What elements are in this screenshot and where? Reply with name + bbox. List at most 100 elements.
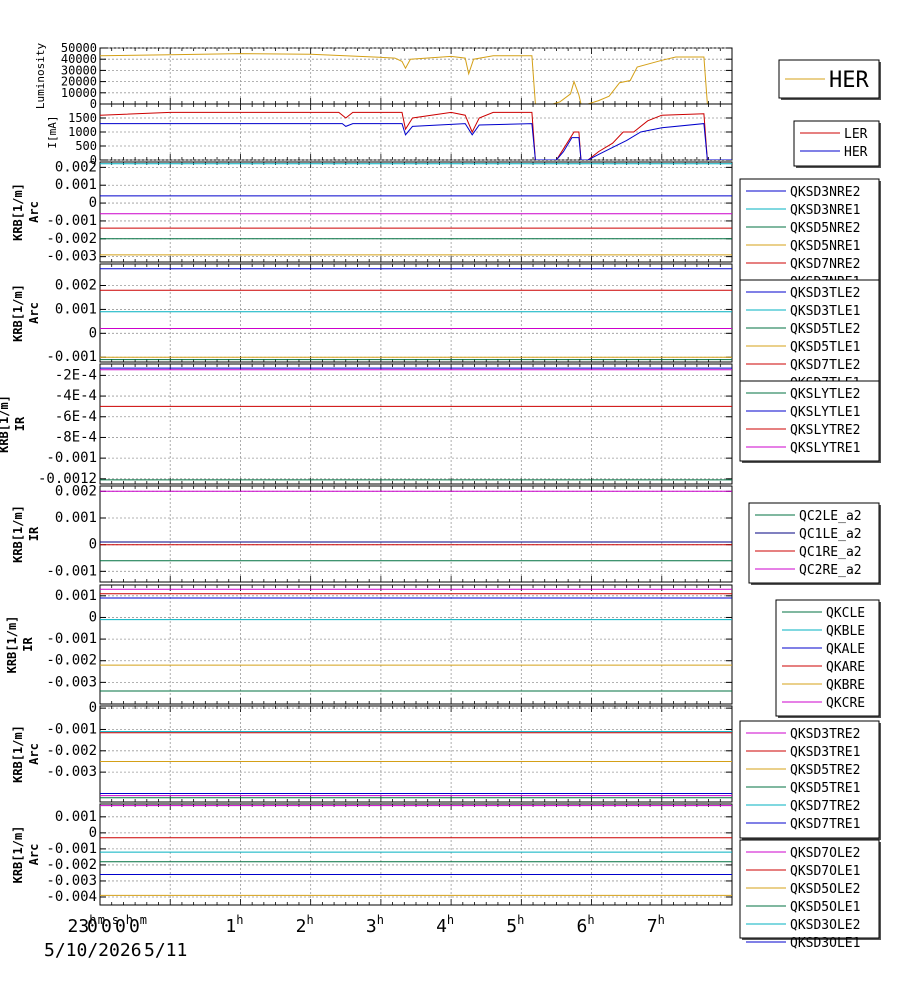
series-line-HER <box>100 123 732 160</box>
legend-label: QKSD3TRE2 <box>790 727 860 742</box>
y-tick-label: -0.0012 <box>38 471 97 487</box>
series-group <box>100 268 732 361</box>
legend-krb4: QC2LE_a2 QC1LE_a2 QC1RE_a2 QC2RE_a2 <box>748 502 881 585</box>
legend-label: QC1LE_a2 <box>799 527 862 542</box>
y-axis-label: KRB[1/m] <box>5 616 19 674</box>
legend-label: QKSD5TLE1 <box>790 340 860 355</box>
x-tick-label: 0s <box>101 913 119 937</box>
y-tick-label: -0.002 <box>46 653 97 669</box>
series-group <box>100 163 732 256</box>
legend-label: QKSLYTRE2 <box>790 423 860 438</box>
legend-label: QKSD7OLE2 <box>790 846 860 861</box>
legend-box <box>739 380 880 462</box>
legend-label: QKSD7TRE2 <box>790 799 860 814</box>
legend-krb1: QKSD3NRE2 QKSD3NRE1 QKSD5NRE2 QKSD5NRE1 QKSD… <box>739 178 881 298</box>
legend-label: QKBLE <box>826 624 865 639</box>
y-tick-label: 1500 <box>68 111 97 125</box>
plot-frame <box>99 263 733 363</box>
y-tick-label: -0.002 <box>46 743 97 759</box>
legend-label: LER <box>844 127 868 142</box>
legend-label: QKSD3TRE1 <box>790 745 860 760</box>
x-tick-label: 5h <box>506 913 524 937</box>
x-tick-label: 1h <box>225 913 243 937</box>
panel-krb1: -0.003 -0.002 -0.001 0 0.001 0.002 KRB[1/m] Arc… <box>11 159 881 298</box>
series-group <box>100 490 732 562</box>
legend-label: QKSD3NRE2 <box>790 185 860 200</box>
y-axis-label: KRB[1/m] <box>11 505 25 563</box>
legend-label: QKSD5NRE2 <box>790 221 860 236</box>
plot-frame <box>99 161 733 263</box>
y-tick-label: -0.004 <box>46 889 97 905</box>
y-tick-label: 0 <box>89 609 97 625</box>
y-tick-label: 0.001 <box>55 301 97 317</box>
y-tick-label: -6E-4 <box>55 409 97 425</box>
y-tick-label: 50000 <box>61 41 97 55</box>
y-axis-label: IR <box>27 526 41 541</box>
legend-label: QKCLE <box>826 606 865 621</box>
y-tick-label: 0 <box>89 325 97 341</box>
y-tick-label: -0.001 <box>46 563 97 579</box>
legend-label: QC2RE_a2 <box>799 563 862 578</box>
y-tick-label: 10000 <box>61 86 97 100</box>
y-tick-label: 30000 <box>61 63 97 77</box>
y-tick-label: -8E-4 <box>55 429 97 445</box>
legend-label: QKSD5TRE1 <box>790 781 860 796</box>
legend-box <box>748 502 880 584</box>
panel-krb4: -0.001 0 0.001 0.002 KRB[1/m] IR QC2LE_a2 QC1LE… <box>11 483 881 585</box>
x-tick-label: 0m <box>87 913 105 937</box>
y-tick-label: -0.003 <box>46 764 97 780</box>
y-axis-label: Arc <box>27 743 41 765</box>
y-axis-label: Arc <box>27 844 41 866</box>
legend-label: QC1RE_a2 <box>799 545 862 560</box>
legend-label: QKARE <box>826 660 865 675</box>
legend-label: QC2LE_a2 <box>799 509 862 524</box>
y-tick-label: 0 <box>89 537 97 553</box>
legend-cur: LER HER <box>793 120 881 168</box>
legend-krb2: QKSD3TLE2 QKSD3TLE1 QKSD5TLE2 QKSD5TLE1 QKSD… <box>739 279 881 397</box>
legend-krb5: QKCLE QKBLE QKALE QKARE QKBRE QKCRE <box>775 599 881 718</box>
legend-box <box>739 279 880 396</box>
x-date-label: 5/10/2026 <box>44 940 142 961</box>
x-tick-label: 0h <box>115 913 133 937</box>
y-axis-label: I[mA] <box>46 115 59 148</box>
y-axis-label: IR <box>13 416 27 431</box>
legend-label: QKALE <box>826 642 865 657</box>
legend-label: QKSD5TLE2 <box>790 322 860 337</box>
plot-frame <box>99 47 733 105</box>
legend-label: QKSD3NRE1 <box>790 203 860 218</box>
y-tick-label: 0.001 <box>55 177 97 193</box>
y-tick-label: 1000 <box>68 125 97 139</box>
legend-label: QKSD7NRE2 <box>790 257 860 272</box>
y-axis-label: KRB[1/m] <box>11 183 25 241</box>
y-tick-label: 0.002 <box>55 278 97 294</box>
y-tick-label: -0.001 <box>46 841 97 857</box>
series-line-LER <box>100 111 732 160</box>
legend-krb3: QKSLYTLE2 QKSLYTLE1 QKSLYTRE2 QKSLYTRE1 <box>739 380 881 463</box>
y-axis-label: IR <box>21 637 35 652</box>
y-tick-label: -0.002 <box>46 231 97 247</box>
series-group <box>100 53 732 104</box>
x-tick-label: 23h <box>68 913 97 937</box>
y-tick-label: -0.001 <box>46 450 97 466</box>
legend-krb7: QKSD7OLE2 QKSD7OLE1 QKSD5OLE2 QKSD5OLE1 QKSD… <box>739 839 881 951</box>
legend-label: QKSD7TRE1 <box>790 817 860 832</box>
y-tick-label: -2E-4 <box>55 367 97 383</box>
legend-box <box>793 120 880 167</box>
panel-krb3: -0.0012 -0.001 -8E-4 -6E-4 -4E-4 -2E-4 KRB[1/m… <box>0 363 881 487</box>
y-axis-label: KRB[1/m] <box>0 395 11 453</box>
x-date-label: 5/11 <box>144 940 187 961</box>
y-axis-label: KRB[1/m] <box>11 284 25 342</box>
legend-label: QKBRE <box>826 678 865 693</box>
y-tick-label: -0.003 <box>46 873 97 889</box>
series-group <box>100 367 732 481</box>
y-tick-label: 40000 <box>61 52 97 66</box>
legend-label: QKSD3OLE2 <box>790 918 860 933</box>
legend-label: HER <box>829 68 869 93</box>
y-tick-label: 0.002 <box>55 483 97 499</box>
plot-frame <box>99 584 733 705</box>
